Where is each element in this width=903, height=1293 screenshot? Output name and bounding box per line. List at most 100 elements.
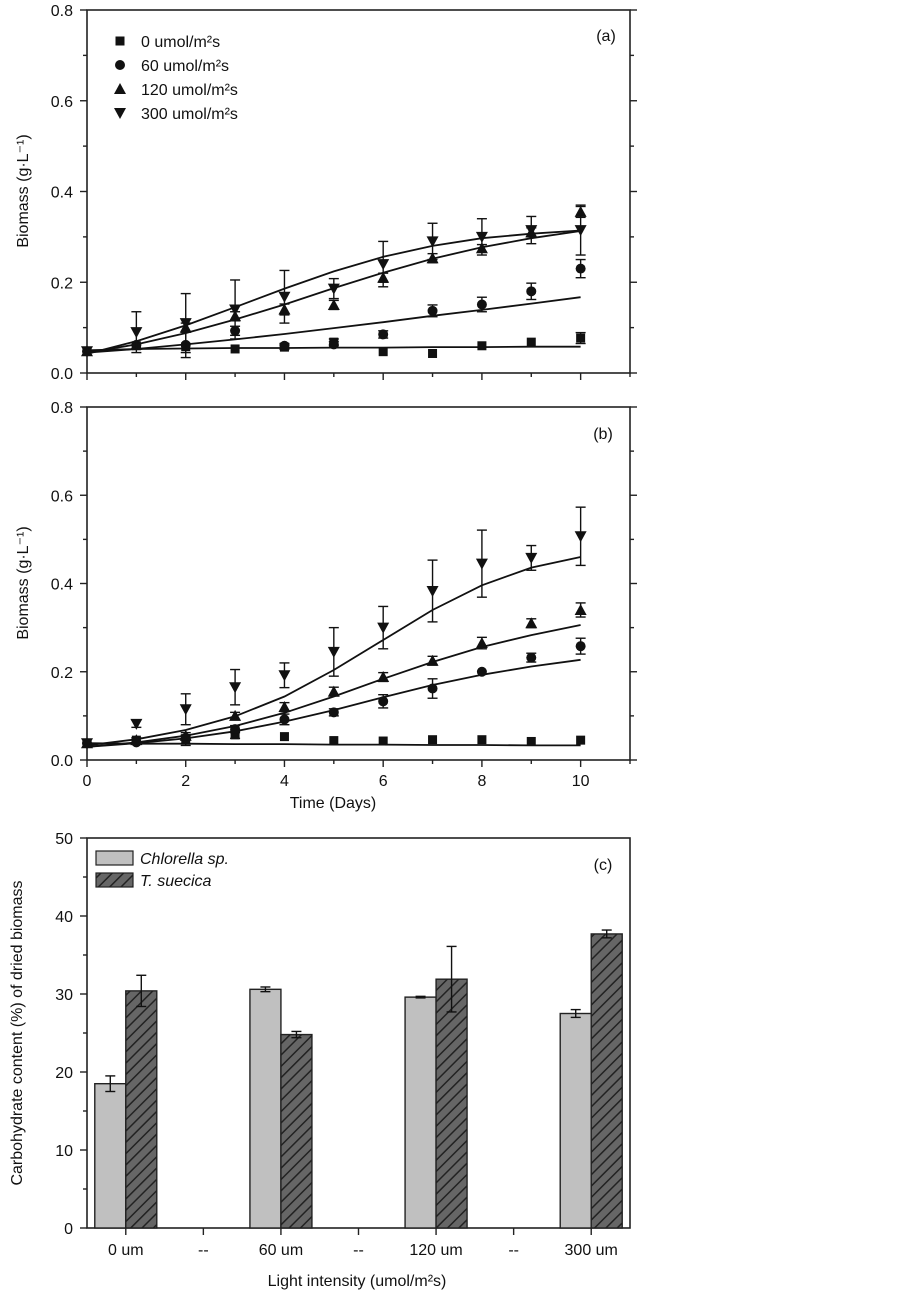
legend-marker	[115, 36, 125, 46]
bar	[404, 996, 437, 1229]
legend-label: 60 umol/m²s	[141, 58, 229, 75]
legend-label: 0 umol/m²s	[141, 34, 220, 51]
data-point	[130, 718, 143, 730]
data-point	[427, 305, 438, 316]
y-tick-label: 0.2	[51, 665, 73, 682]
data-point	[327, 283, 340, 295]
data-point	[378, 736, 388, 746]
x-tick-label: --	[508, 1242, 519, 1259]
fit-line	[86, 296, 581, 354]
legend-marker	[114, 83, 126, 94]
data-point	[229, 304, 242, 316]
data-point	[179, 318, 192, 330]
panel-b-points	[81, 506, 587, 750]
data-point	[477, 341, 487, 351]
fit-line	[86, 229, 581, 355]
y-tick-label: 0.4	[51, 185, 73, 202]
data-point	[525, 552, 538, 564]
data-point	[526, 652, 537, 663]
bar	[280, 1033, 313, 1229]
legend-swatch	[95, 850, 134, 866]
x-tick-label: 10	[572, 773, 590, 790]
data-point	[427, 683, 438, 694]
panel-a-ticks: 0.0 0.2 0.4 0.6 0.8	[51, 3, 637, 383]
data-point	[475, 231, 488, 243]
x-tick-label: 8	[477, 773, 486, 790]
y-tick-label: 10	[55, 1143, 73, 1160]
data-point	[476, 666, 487, 677]
data-point	[130, 734, 143, 746]
data-point	[278, 291, 291, 303]
y-tick-label: 0.0	[51, 366, 73, 383]
y-tick-label: 0	[64, 1221, 73, 1238]
data-point	[426, 236, 439, 248]
data-point	[81, 346, 93, 358]
data-point	[526, 337, 536, 347]
data-point	[279, 340, 290, 351]
data-point	[179, 729, 192, 741]
data-point	[576, 333, 586, 343]
data-point	[475, 558, 488, 570]
data-point	[475, 637, 488, 649]
x-tick-label: 2	[181, 773, 190, 790]
panel-a-points	[81, 204, 587, 359]
panel-a-ylabel: Biomass (g·L⁻¹)	[15, 134, 32, 247]
data-point	[130, 327, 143, 339]
panel-c-xlabel: Light intensity (umol/m²s)	[268, 1273, 447, 1290]
y-tick-label: 0.6	[51, 488, 73, 505]
panel-b-ticks: 0.0 0.2 0.4 0.6 0.8 0 2 4 6 8 10	[51, 400, 637, 790]
panel-b-frame	[86, 406, 631, 761]
y-tick-label: 40	[55, 909, 73, 926]
panel-b: 0.0 0.2 0.4 0.6 0.8 0 2 4 6 8 10 Biomass (g·L⁻¹) T…	[15, 400, 637, 812]
panel-a-label: (a)	[596, 28, 616, 45]
data-point	[378, 696, 389, 707]
y-tick-label: 0.2	[51, 275, 73, 292]
legend-label: T. suecica	[140, 873, 212, 890]
y-tick-label: 0.8	[51, 3, 73, 20]
bar	[94, 1082, 127, 1229]
x-tick-label: --	[353, 1242, 364, 1259]
data-point	[329, 736, 339, 746]
data-point	[328, 339, 339, 350]
x-tick-label: 0	[83, 773, 92, 790]
bar	[590, 933, 623, 1229]
legend-label: 120 umol/m²s	[141, 82, 238, 99]
data-point	[574, 531, 587, 543]
data-point	[279, 714, 290, 725]
data-point	[576, 735, 586, 745]
legend-swatch	[95, 872, 134, 888]
data-point	[230, 730, 240, 740]
legend-marker	[114, 108, 126, 119]
data-point	[575, 641, 586, 652]
panel-b-xlabel: Time (Days)	[290, 795, 377, 812]
bar	[435, 978, 468, 1229]
panel-b-ylabel: Biomass (g·L⁻¹)	[15, 526, 32, 639]
data-point	[477, 735, 487, 745]
panel-c: 0 10 20 30 40 50 0 um -- 60 um -- 120 um -- 300 um C…	[9, 831, 631, 1290]
panel-a-legend: 0 umol/m²s 60 umol/m²s 120 umol/m²s 300 umo…	[114, 34, 238, 123]
data-point	[378, 347, 388, 357]
data-point	[428, 348, 438, 358]
y-tick-label: 0.0	[51, 753, 73, 770]
data-point	[377, 671, 390, 683]
panel-c-legend: Chlorella sp. T. suecica	[95, 850, 229, 890]
x-tick-label: 6	[379, 773, 388, 790]
y-tick-label: 0.8	[51, 400, 73, 417]
data-point	[574, 225, 587, 237]
data-point	[229, 709, 242, 721]
data-point	[377, 259, 390, 271]
legend-label: 300 umol/m²s	[141, 106, 238, 123]
panel-c-ylabel: Carbohydrate content (%) of dried biomas…	[9, 880, 26, 1185]
data-point	[377, 622, 390, 634]
data-point	[525, 617, 538, 629]
bar	[559, 1012, 592, 1229]
data-point	[279, 732, 289, 742]
data-point	[81, 738, 93, 750]
data-point	[327, 298, 340, 310]
data-point	[327, 685, 340, 697]
y-tick-label: 30	[55, 987, 73, 1004]
y-tick-label: 20	[55, 1065, 73, 1082]
panel-a: 0.0 0.2 0.4 0.6 0.8 Biomass (g·L⁻¹) (a) 0 um…	[15, 3, 637, 383]
panel-c-label: (c)	[594, 857, 613, 874]
